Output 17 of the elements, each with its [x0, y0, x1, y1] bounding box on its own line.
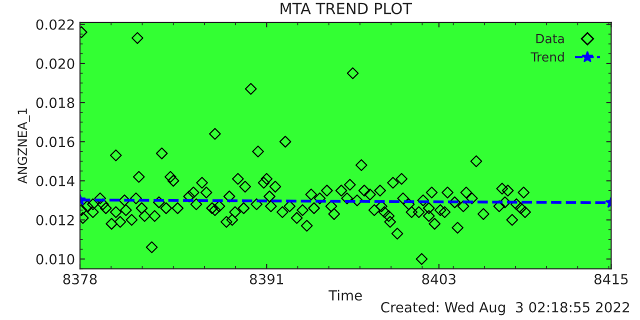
x-tick-label: 8378 — [63, 274, 97, 284]
y-tick-label: 0.022 — [36, 19, 74, 30]
y-tick-label: 0.010 — [36, 254, 74, 264]
y-tick-label: 0.018 — [36, 98, 74, 108]
chart-title: MTA TREND PLOT — [280, 2, 412, 14]
text: Created: Wed Aug 3 02:18:55 2022 — [381, 302, 630, 316]
x-axis-title: Time — [328, 290, 362, 301]
x-tick-label: 8391 — [250, 274, 284, 284]
legend-label: Data — [536, 34, 564, 44]
x-tick-label: 8415 — [594, 274, 628, 284]
x-tick-label: 8403 — [422, 274, 456, 284]
y-axis-title: ANGZNEA_1 — [18, 108, 30, 184]
y-tick-label: 0.014 — [36, 176, 74, 186]
legend-label: Trend — [530, 52, 564, 62]
y-tick-label: 0.012 — [36, 214, 74, 226]
y-tick-label: 0.016 — [36, 136, 74, 148]
y-tick-label: 0.020 — [36, 58, 74, 69]
